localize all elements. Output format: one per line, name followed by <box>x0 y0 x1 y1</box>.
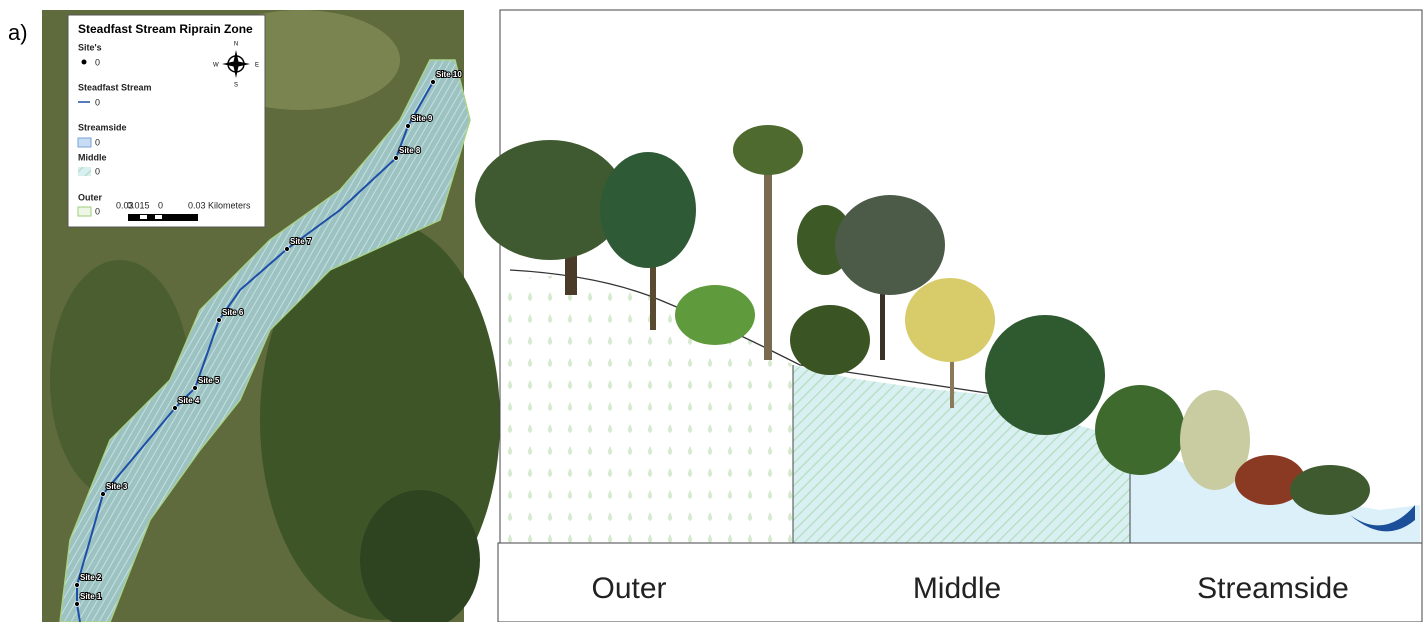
site-label: Site 7 <box>290 237 312 246</box>
site-marker <box>285 247 290 252</box>
legend-symbol <box>78 138 91 147</box>
site-marker <box>193 386 198 391</box>
compass-label: W <box>213 63 219 69</box>
site-label: Site 8 <box>399 146 421 155</box>
panel-label: a) <box>8 20 28 45</box>
site-marker <box>217 318 222 323</box>
scale-label: 0 <box>158 200 163 210</box>
site-label: Site 10 <box>436 70 462 79</box>
site-label: Site 4 <box>178 396 200 405</box>
scale-label: 0.03 Kilometers <box>188 200 251 210</box>
site-marker <box>394 156 399 161</box>
scale-bar <box>128 214 198 221</box>
legend-heading: Steadfast Stream <box>78 82 152 92</box>
legend-heading: Streamside <box>78 122 127 132</box>
site-label: Site 6 <box>222 308 244 317</box>
compass-label: N <box>234 42 238 48</box>
legend-value: 0 <box>95 137 100 147</box>
legend-value: 0 <box>95 166 100 176</box>
site-label: Site 2 <box>80 573 102 582</box>
legend-symbol <box>78 207 91 216</box>
site-marker <box>173 406 178 411</box>
page: a) Site 1 Site 2 Site 3 Site 4 Site 5 Site 6 S… <box>0 0 1427 627</box>
zone-label: Streamside <box>1197 572 1349 605</box>
legend-value: 0 <box>95 97 100 107</box>
site-label: Site 9 <box>411 114 433 123</box>
legend-symbol <box>82 60 87 65</box>
site-marker <box>431 80 436 85</box>
legend-heading: Outer <box>78 192 103 202</box>
zone-label: Middle <box>913 572 1001 605</box>
zone-label: Outer <box>591 572 666 605</box>
site-marker <box>75 602 80 607</box>
figure: a) Site 1 Site 2 Site 3 Site 4 Site 5 Site 6 S… <box>0 0 1427 622</box>
scale-label: 0.015 <box>127 200 150 210</box>
site-marker <box>101 492 106 497</box>
site-label: Site 1 <box>80 592 102 601</box>
compass-label: E <box>255 63 259 69</box>
site-label: Site 3 <box>106 482 128 491</box>
legend-title: Steadfast Stream Riprain Zone <box>78 22 253 36</box>
site-marker <box>75 583 80 588</box>
site-label: Site 5 <box>198 376 220 385</box>
site-marker <box>406 124 411 129</box>
compass-label: S <box>234 83 238 89</box>
legend-heading: Middle <box>78 152 107 162</box>
legend-symbol <box>78 167 91 176</box>
legend-heading: Site's <box>78 42 102 52</box>
legend-value: 0 <box>95 206 100 216</box>
legend-value: 0 <box>95 57 100 67</box>
